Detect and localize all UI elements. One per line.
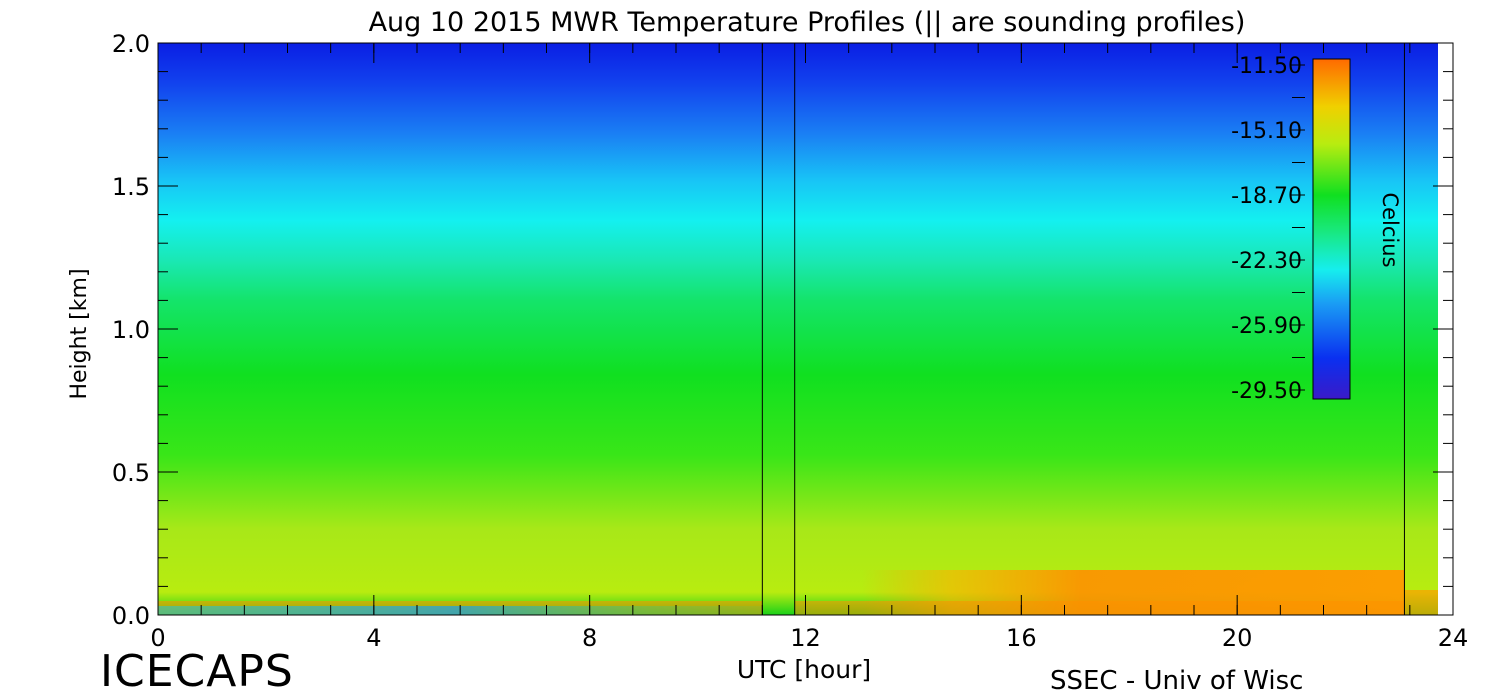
credit-text: SSEC - Univ of Wisc: [1050, 666, 1304, 696]
sounding-profile-lines: [761, 43, 1405, 615]
x-tick-label-1: 4: [366, 624, 381, 652]
chart-title: Aug 10 2015 MWR Temperature Profiles (||…: [369, 7, 1246, 38]
brand-text: ICECAPS: [100, 646, 294, 697]
heatmap-base: [158, 43, 1438, 615]
x-tick-label-3: 12: [790, 624, 821, 652]
colorbar-tick-label-3: -22.30: [1231, 249, 1302, 274]
x-tick-label-5: 20: [1222, 624, 1253, 652]
colorbar: -11.50 -15.10 -18.70 -22.30 -25.90 -29.50 Cel…: [1231, 54, 1402, 404]
surface-cold-band: [158, 606, 818, 615]
colorbar-tick-label-0: -11.50: [1231, 54, 1302, 79]
x-tick-label-6: 24: [1438, 624, 1469, 652]
colorbar-tick-label-5: -29.50: [1231, 379, 1302, 404]
temperature-heatmap: [158, 43, 1438, 615]
sounding-tail-strip: [1404, 43, 1438, 615]
colorbar-gradient: [1312, 58, 1351, 400]
y-tick-label-4: 2.0: [112, 30, 150, 58]
x-tick-label-4: 16: [1006, 624, 1037, 652]
sounding-gap-strip: [762, 43, 795, 615]
y-axis-label: Height [km]: [67, 268, 92, 399]
colorbar-tick-label-1: -15.10: [1231, 119, 1302, 144]
colorbar-tick-label-2: -18.70: [1231, 184, 1302, 209]
colorbar-label: Celcius: [1378, 192, 1402, 267]
y-tick-label-0: 0.0: [112, 602, 150, 630]
x-tick-label-0: 0: [150, 624, 165, 652]
axis-ticks: 0 4 8 12 16 20 24 0.0 0.5 1.0 1.5 2.0: [112, 30, 1468, 652]
y-tick-label-1: 0.5: [112, 459, 150, 487]
colorbar-tick-labels: -11.50 -15.10 -18.70 -22.30 -25.90 -29.50: [1231, 54, 1305, 404]
x-axis-label: UTC [hour]: [737, 655, 871, 684]
y-tick-label-2: 1.0: [112, 316, 150, 344]
colorbar-tick-label-4: -25.90: [1231, 314, 1302, 339]
x-tick-label-2: 8: [582, 624, 597, 652]
y-tick-label-3: 1.5: [112, 173, 150, 201]
